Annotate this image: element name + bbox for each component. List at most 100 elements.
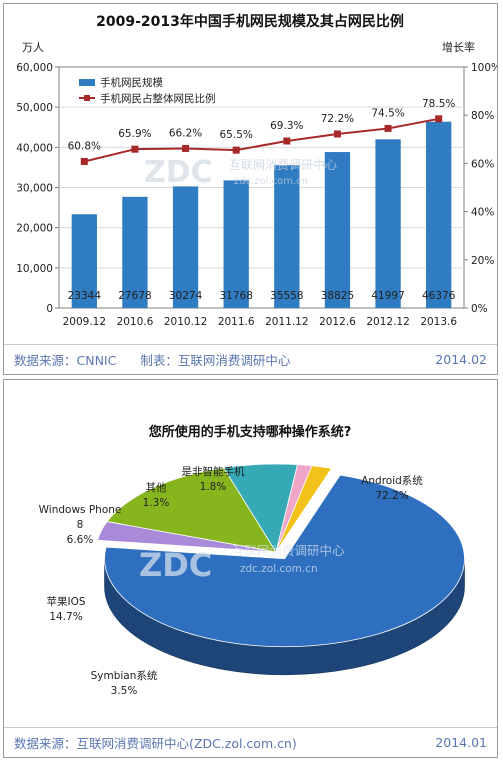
line-value-label: 72.2% (321, 113, 354, 125)
bar (426, 121, 452, 308)
footer: 数据来源：CNNIC 制表：互联网消费调研中心 2014.02 (4, 344, 497, 374)
bar-line-chart: 2009-2013年中国手机网民规模及其占网民比例 万人 增长率 0 10,000… (16, 13, 497, 328)
x-tick-label: 2013.6 (420, 316, 457, 328)
slice-label-name: Android系统 (361, 474, 423, 487)
watermark-url: zdc.zol.com.cn (234, 176, 308, 187)
bar-value-label: 46376 (422, 290, 456, 302)
line-marker (333, 130, 341, 138)
footer-source: 数据来源：CNNIC (14, 353, 117, 368)
slice-label-name: Windows Phone (39, 504, 122, 516)
footer-source: 数据来源：互联网消费调研中心(ZDC.zol.com.cn) (14, 736, 297, 751)
chart-panel-top: 2009-2013年中国手机网民规模及其占网民比例 万人 增长率 0 10,000… (3, 3, 498, 375)
x-tick-label: 2011.6 (218, 316, 255, 328)
chart-panel-bottom: 您所使用的手机支持哪种操作系统? ZDC 互联网消费调研中心 zdc.zol.com… (3, 379, 498, 758)
bar-value-label: 41997 (371, 290, 404, 302)
bar (71, 214, 97, 308)
bar-value-label: 27678 (118, 290, 151, 302)
bar-value-label: 30274 (169, 290, 203, 302)
line-marker (232, 146, 240, 154)
watermark: ZDC 互联网消费调研中心 zdc.zol.com.cn (144, 155, 337, 190)
slice-label-value: 6.6% (67, 534, 94, 546)
y-tick-label: 0 (46, 303, 53, 315)
slice-label-name: 苹果IOS (46, 595, 85, 608)
slice-label-value: 1.8% (200, 481, 227, 493)
pie-slice (275, 465, 333, 553)
bar (324, 152, 351, 308)
line-marker (283, 137, 291, 145)
y-axis-label: 万人 (22, 41, 44, 54)
line-value-label: 69.3% (270, 120, 303, 132)
watermark-logo: ZDC (139, 546, 212, 584)
x-tick-label: 2011.12 (265, 316, 308, 328)
line-value-label: 78.5% (422, 98, 455, 110)
line-marker (80, 157, 88, 165)
y2-tick-label: 100% (471, 62, 497, 74)
pie-slice (104, 474, 465, 648)
y2-tick-label: 60% (471, 158, 494, 170)
pie-labels: Android系统 72.2% Symbian系统 3.5% 苹果IOS 14.7% Win… (39, 465, 424, 697)
bar (375, 139, 401, 308)
slice-label-name: 8 (77, 519, 84, 531)
line-value-label: 60.8% (68, 140, 101, 152)
line-value-label: 66.2% (169, 127, 202, 139)
slice-label-value: 1.3% (143, 497, 170, 509)
x-tick-label: 2012.12 (366, 316, 409, 328)
line-series (84, 117, 439, 163)
chart-title: 2009-2013年中国手机网民规模及其占网民比例 (96, 13, 404, 30)
bar (223, 180, 249, 308)
line-value-label: 74.5% (371, 107, 404, 119)
x-tick-label: 2010.6 (117, 316, 154, 328)
footer: 数据来源：互联网消费调研中心(ZDC.zol.com.cn) 2014.01 (4, 727, 497, 757)
watermark-text: 互联网消费调研中心 (232, 543, 345, 558)
legend: 手机网民规模 手机网民占整体网民比例 (79, 76, 216, 105)
bar-value-label: 38825 (321, 290, 354, 302)
plot-area: 0 10,000 20,000 30,000 40,000 50,000 60,000 0% 2… (16, 62, 497, 328)
slice-label-value: 72.2% (375, 490, 408, 502)
watermark-text: 互联网消费调研中心 (229, 157, 337, 172)
y-tick-label: 30,000 (16, 183, 53, 195)
line-value-label: 65.9% (118, 128, 151, 140)
line-marker (384, 124, 392, 132)
footer-date: 2014.02 (435, 352, 487, 367)
y-tick-label: 10,000 (16, 263, 53, 275)
pie-slice (106, 467, 277, 553)
pie-tops (97, 463, 465, 648)
footer-maker: 制表：互联网消费调研中心 (140, 353, 291, 368)
bar-value-label: 31768 (219, 290, 252, 302)
line-marker (131, 145, 139, 153)
legend-swatch-bars (79, 79, 95, 86)
footer-date: 2014.01 (435, 735, 487, 750)
pie-title: 您所使用的手机支持哪种操作系统? (149, 424, 352, 440)
y2-tick-label: 0% (471, 303, 488, 315)
y-tick-label: 60,000 (16, 62, 53, 74)
slice-label-name: Symbian系统 (91, 669, 158, 682)
slice-label-name: 其他 (146, 481, 167, 494)
y-tick-label: 50,000 (16, 102, 53, 114)
bar-value-label: 35558 (270, 290, 303, 302)
bar (122, 196, 148, 308)
slice-label-name: 是非智能手机 (182, 465, 245, 478)
x-tick-label: 2012.6 (319, 316, 356, 328)
legend-swatch-marker (84, 95, 90, 101)
y2-tick-label: 40% (471, 207, 494, 219)
watermark: ZDC 互联网消费调研中心 zdc.zol.com.cn (139, 543, 345, 584)
slice-label-value: 3.5% (111, 685, 138, 697)
y-tick-label: 20,000 (16, 223, 53, 235)
line-marker (435, 115, 443, 123)
line-marker (182, 144, 190, 152)
legend-label-line: 手机网民占整体网民比例 (100, 92, 216, 105)
x-tick-label: 2010.12 (164, 316, 207, 328)
watermark-url: zdc.zol.com.cn (240, 563, 318, 575)
x-tick-label: 2009.12 (63, 316, 106, 328)
watermark-logo: ZDC (144, 155, 213, 190)
y2-tick-label: 20% (471, 255, 494, 267)
bar-value-label: 23344 (68, 290, 102, 302)
pie-chart: 您所使用的手机支持哪种操作系统? ZDC 互联网消费调研中心 zdc.zol.com… (39, 424, 465, 697)
y-tick-label: 40,000 (16, 142, 53, 154)
bar (274, 165, 300, 308)
legend-label-bars: 手机网民规模 (100, 76, 163, 89)
y2-tick-label: 80% (471, 110, 494, 122)
y2-axis-label: 增长率 (442, 40, 475, 54)
line-value-label: 65.5% (220, 129, 253, 141)
slice-label-value: 14.7% (49, 611, 82, 623)
